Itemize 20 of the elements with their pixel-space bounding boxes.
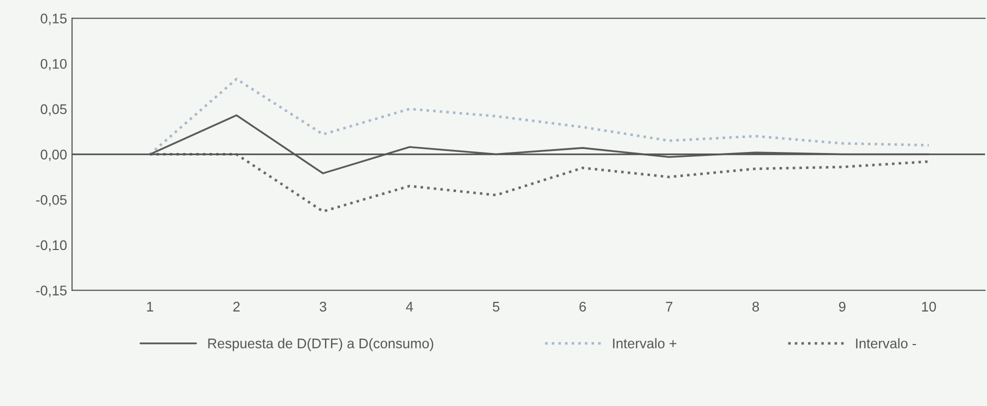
x-tick-label: 4 <box>406 302 414 312</box>
legend-label: Intervalo - <box>856 338 916 348</box>
x-tick-label: 2 <box>233 302 240 312</box>
y-tick-label: -0,10 <box>36 240 67 252</box>
x-tick-label: 10 <box>922 302 936 312</box>
y-tick-label: -0,15 <box>36 286 67 298</box>
y-tick-label: 0,00 <box>40 150 67 162</box>
x-tick-label: 5 <box>492 302 500 312</box>
x-tick-label: 7 <box>666 302 672 312</box>
y-tick-label: 0,05 <box>40 104 67 116</box>
x-tick-label: 1 <box>147 302 154 312</box>
y-tick-label: -0,05 <box>36 194 67 206</box>
y-tick-label: 0,15 <box>40 14 67 26</box>
x-tick-label: 6 <box>579 302 586 312</box>
legend-label: Respuesta de D(DTF) a D(consumo) <box>208 338 434 352</box>
y-tick-label: 0,10 <box>40 58 67 70</box>
x-tick-label: 9 <box>839 302 846 312</box>
x-tick-label: 3 <box>320 302 326 312</box>
legend-label: Intervalo + <box>613 338 676 348</box>
x-tick-label: 8 <box>752 302 759 312</box>
